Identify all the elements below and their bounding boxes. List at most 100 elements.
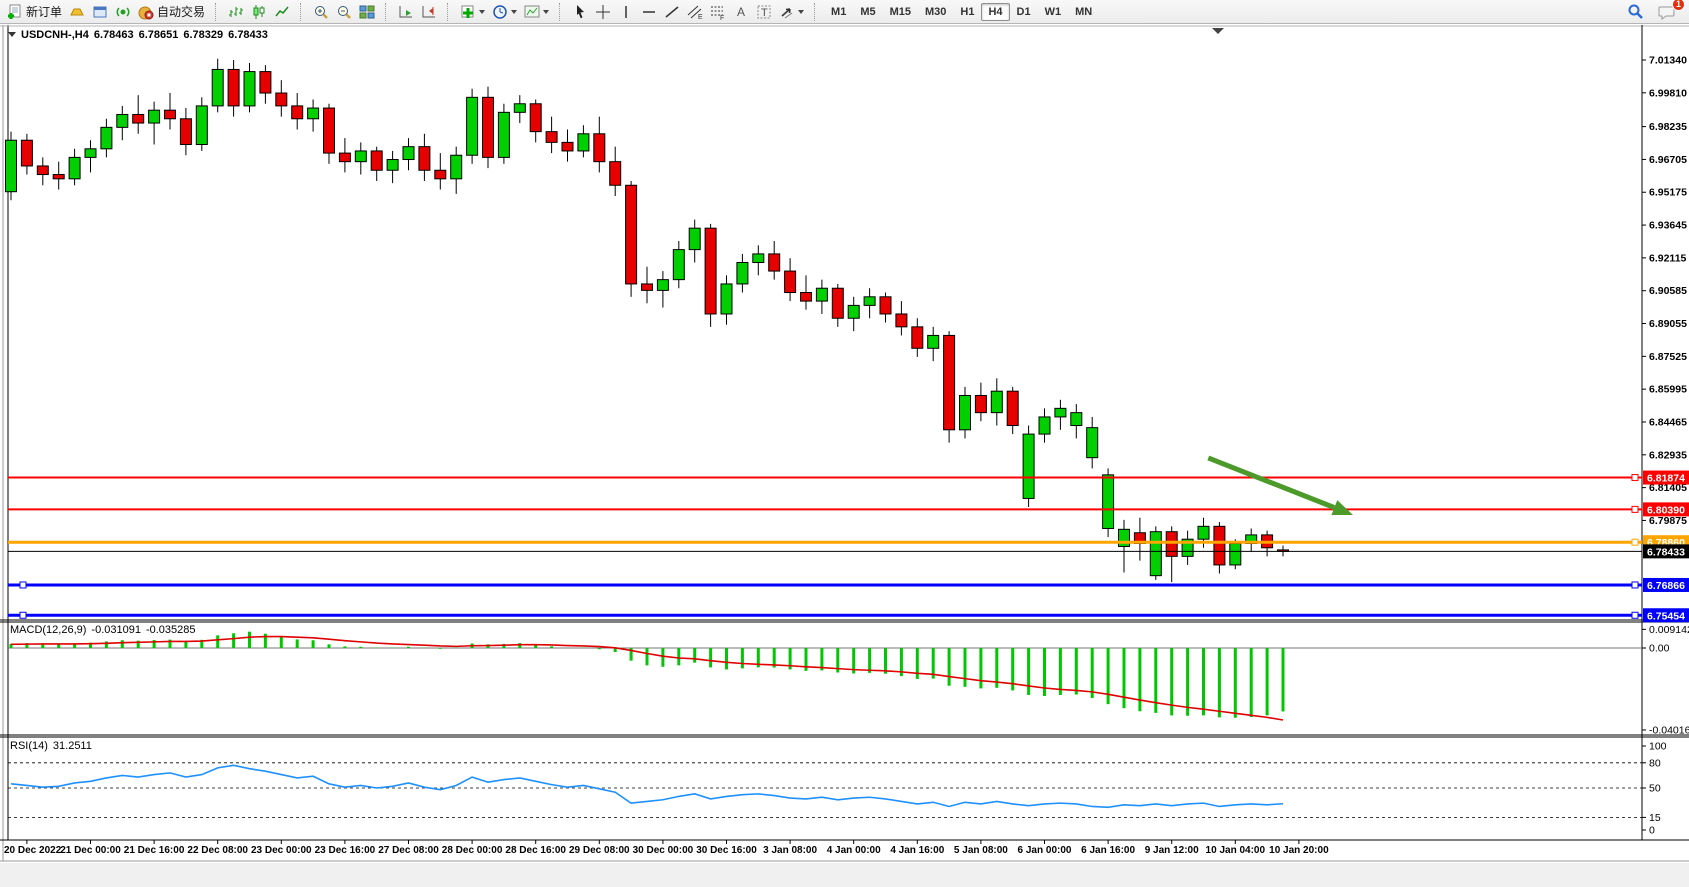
candle — [815, 287, 828, 302]
zoom-out-button[interactable] — [333, 2, 355, 22]
search-button[interactable] — [1624, 2, 1647, 22]
periods-button[interactable] — [489, 2, 520, 22]
line-handle[interactable] — [1631, 505, 1639, 513]
rsi-indicator-label: RSI(14) 31.2511 — [10, 740, 92, 752]
price-badge-label: 6.76866 — [1647, 580, 1685, 592]
candle — [688, 227, 701, 251]
gold-ingot-button[interactable] — [66, 2, 88, 22]
notification-badge: 1 — [1672, 0, 1685, 11]
candle — [831, 287, 844, 319]
candlestick-chart-button[interactable] — [248, 2, 270, 22]
timeframe-button-M30[interactable]: M30 — [925, 5, 947, 18]
timeframe-button-M5[interactable]: M5 — [860, 5, 876, 18]
candle — [132, 113, 145, 124]
zoom-out-icon — [338, 5, 351, 19]
fibonacci-icon: F — [711, 6, 724, 20]
arrows-button[interactable] — [776, 2, 807, 22]
timeframe-button-W1[interactable]: W1 — [1044, 5, 1062, 18]
time-axis-label: 10 Jan 04:00 — [1206, 845, 1266, 856]
time-axis-label: 5 Jan 08:00 — [954, 845, 1008, 856]
macd-signal-line — [10, 635, 1284, 721]
price-axis-label: 6.79875 — [1649, 515, 1687, 527]
text-button[interactable]: A — [730, 2, 752, 22]
trend-arrow-annotation[interactable] — [1207, 455, 1336, 510]
trendline-icon — [665, 5, 679, 18]
timeframe-button-MN[interactable]: MN — [1075, 5, 1093, 18]
candle — [497, 111, 510, 158]
templates-button[interactable] — [521, 2, 552, 22]
trendline-button[interactable] — [661, 2, 683, 22]
candle — [482, 96, 494, 158]
vertical-line-button[interactable] — [615, 2, 637, 22]
dropdown-caret-icon — [798, 10, 805, 17]
candle — [164, 109, 176, 120]
candle — [338, 152, 351, 163]
candle — [84, 148, 97, 158]
signals-button[interactable] — [112, 2, 134, 22]
timeframe-button-D1[interactable]: D1 — [1016, 5, 1031, 18]
line-chart-button[interactable] — [271, 2, 293, 22]
candle — [672, 249, 685, 281]
candle — [561, 141, 574, 152]
macd-axis-label: 0.00 — [1649, 643, 1670, 655]
bar-chart-button[interactable] — [225, 2, 247, 22]
line-handle[interactable] — [1631, 474, 1639, 482]
indicators-button[interactable] — [457, 2, 488, 22]
line-handle[interactable] — [1631, 611, 1639, 619]
chart-window[interactable]: 7.01340 6.99810 6.98235 6.96705 6.95175 6.936… — [0, 24, 1689, 863]
timeframe-button-H1[interactable]: H1 — [960, 5, 975, 18]
price-axis-label: 6.84465 — [1649, 416, 1687, 428]
chart-menu-icon[interactable] — [8, 32, 16, 41]
auto-trading-button[interactable]: 自动交易 — [135, 2, 208, 22]
candle — [513, 103, 526, 113]
candle — [1197, 525, 1210, 540]
timeframe-button-M1[interactable]: M1 — [831, 5, 847, 18]
candle — [20, 139, 33, 167]
text-label-button[interactable]: T — [753, 2, 775, 22]
candle — [974, 394, 987, 414]
cursor-button[interactable] — [569, 2, 591, 22]
tile-windows-button[interactable] — [356, 2, 378, 22]
chart-shift-button[interactable] — [418, 2, 440, 22]
line-handle[interactable] — [19, 611, 27, 619]
cursor-icon — [577, 4, 585, 18]
horizontal-line-button[interactable] — [638, 2, 660, 22]
candlestick-chart-icon — [253, 4, 265, 19]
notifications-button[interactable]: 1 — [1655, 0, 1685, 22]
candle — [1118, 528, 1130, 547]
candle — [927, 334, 940, 349]
price-axis-label: 7.01340 — [1649, 55, 1687, 67]
time-axis-label: 21 Dec 16:00 — [124, 845, 185, 856]
fibonacci-button[interactable]: F — [707, 2, 729, 22]
candle — [1054, 407, 1067, 418]
crosshair-button[interactable] — [592, 2, 614, 22]
price-axis-label: 6.99810 — [1649, 87, 1687, 99]
line-handle[interactable] — [19, 581, 27, 589]
price-axis-label: 6.96705 — [1649, 154, 1687, 166]
chart-title-bar: USDCNH-,H4 6.78463 6.78651 6.78329 6.784… — [8, 28, 268, 41]
price-axis-label: 6.87525 — [1649, 351, 1687, 363]
new-order-button[interactable]: 新订单 — [4, 2, 65, 22]
timeframe-button-H4[interactable]: H4 — [981, 2, 1010, 21]
price-badge — [1643, 502, 1689, 517]
equidistant-channel-button[interactable]: E — [684, 2, 706, 22]
candle — [291, 105, 304, 120]
chart-shift-marker[interactable] — [1212, 28, 1224, 34]
toolbar-separator — [447, 2, 452, 21]
macd-signal-value: -0.035285 — [145, 624, 196, 636]
line-handle[interactable] — [1631, 538, 1639, 546]
timeframe-button-M15[interactable]: M15 — [889, 5, 911, 18]
vertical-line-icon — [625, 5, 627, 18]
chart-shift-icon — [422, 5, 436, 17]
candle — [609, 161, 622, 186]
time-axis-label: 23 Dec 00:00 — [251, 845, 312, 856]
trend-arrow-head[interactable] — [1331, 500, 1353, 516]
auto-scroll-button[interactable] — [395, 2, 417, 22]
new-window-button[interactable] — [89, 2, 111, 22]
candle — [466, 96, 479, 156]
line-handle[interactable] — [1631, 581, 1639, 589]
toolbar-separator — [385, 2, 390, 21]
zoom-in-button[interactable] — [310, 2, 332, 22]
svg-text:E: E — [698, 14, 703, 20]
